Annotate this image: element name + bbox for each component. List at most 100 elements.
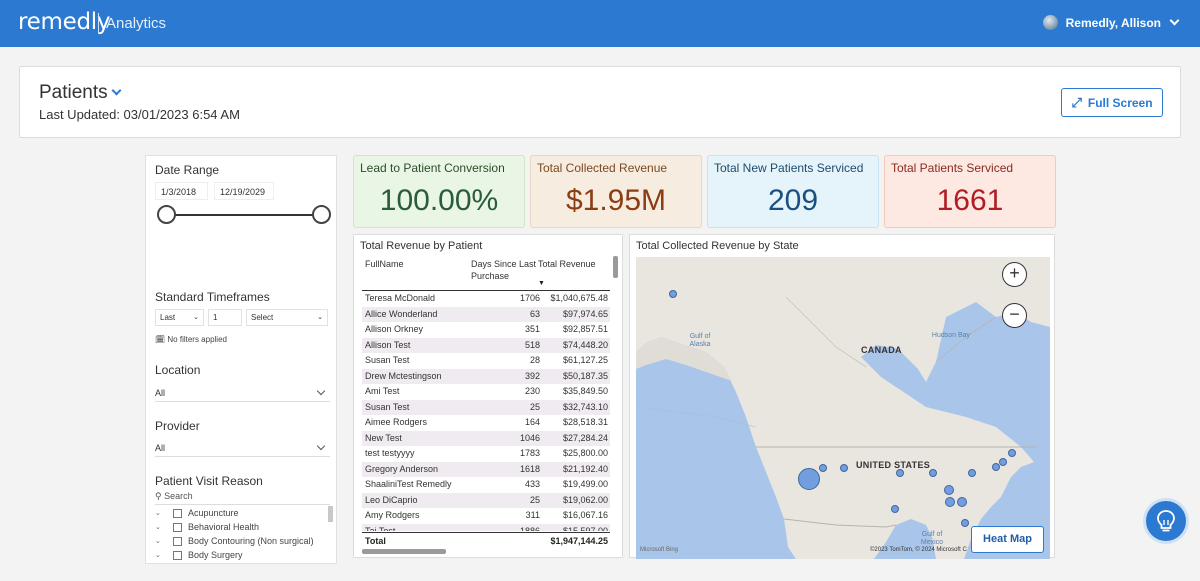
table-row[interactable]: Ami Test 230 $35,849.50 xyxy=(362,384,610,400)
map-title: Total Collected Revenue by State xyxy=(636,240,799,252)
cell-days: 25 xyxy=(529,494,540,505)
table-row[interactable]: Drew Mctestingson 392 $50,187.35 xyxy=(362,368,610,384)
total-value: $1,947,144.25 xyxy=(550,536,608,546)
timeframes-label: Standard Timeframes xyxy=(155,290,270,304)
logo-separator xyxy=(98,13,99,34)
table-row[interactable]: New Test 1046 $27,284.24 xyxy=(362,430,610,446)
cell-revenue: $61,127.25 xyxy=(562,355,608,365)
map-bubble[interactable] xyxy=(992,463,1000,471)
expand-chevron-icon[interactable]: ⌄ xyxy=(155,524,161,531)
list-item[interactable]: ⌄ Acupuncture xyxy=(155,506,335,520)
checkbox[interactable] xyxy=(173,536,182,546)
cell-revenue: $97,974.65 xyxy=(562,308,608,319)
checkbox[interactable] xyxy=(173,522,182,532)
list-item-label: Body Contouring (Non surgical) xyxy=(188,536,314,546)
zoom-out-button[interactable]: − xyxy=(1002,303,1027,328)
cell-name: New Test xyxy=(365,432,402,443)
cell-name: Aimee Rodgers xyxy=(365,417,428,427)
table-row[interactable]: Susan Test 28 $61,127.25 xyxy=(362,353,610,369)
heat-map-button[interactable]: Heat Map xyxy=(971,526,1044,553)
zoom-in-button[interactable]: + xyxy=(1002,262,1027,287)
map-bubble[interactable] xyxy=(669,290,677,298)
map-bubble[interactable] xyxy=(929,469,937,477)
checkbox[interactable] xyxy=(173,508,182,518)
map-bubble[interactable] xyxy=(961,519,969,527)
location-dropdown[interactable]: All xyxy=(155,384,330,402)
date-range-slider[interactable] xyxy=(166,214,322,216)
column-header-days[interactable]: Days Since Last Purchase xyxy=(471,259,537,281)
date-end-input[interactable]: 12/19/2029 xyxy=(214,182,274,200)
expand-chevron-icon[interactable]: ⌄ xyxy=(155,552,161,559)
cell-days: 1618 xyxy=(519,463,540,474)
no-filters-note: 🗓︎ No filters applied xyxy=(155,335,227,344)
slider-end-handle[interactable] xyxy=(312,205,331,224)
slider-start-handle[interactable] xyxy=(157,205,176,224)
chevron-down-icon[interactable] xyxy=(1169,15,1180,26)
map-bubble[interactable] xyxy=(840,464,848,472)
table-row[interactable]: Allison Orkney 351 $92,857.51 xyxy=(362,322,610,338)
vertical-scrollbar[interactable] xyxy=(613,256,618,278)
table-row[interactable]: Aimee Rodgers 164 $28,518.31 xyxy=(362,415,610,431)
table-row[interactable]: ShaaliniTest Remedly 433 $19,499.00 xyxy=(362,477,610,493)
page-title[interactable]: Patients xyxy=(39,82,108,103)
table-row[interactable]: Allison Test 518 $74,448.20 xyxy=(362,337,610,353)
cell-name: ShaaliniTest Remedly xyxy=(365,479,452,489)
list-scrollbar[interactable] xyxy=(328,506,333,522)
cell-revenue: $21,192.40 xyxy=(562,463,608,474)
map-bubble[interactable] xyxy=(891,505,899,513)
map-bubble[interactable] xyxy=(968,469,976,477)
sort-descending-icon[interactable]: ▼ xyxy=(538,280,545,287)
cell-name: Allison Test xyxy=(365,339,411,350)
cell-days: 25 xyxy=(529,401,540,412)
chevron-down-icon[interactable] xyxy=(111,85,122,96)
map-bubble[interactable] xyxy=(944,485,954,495)
table-row[interactable]: Leo DiCaprio 25 $19,062.00 xyxy=(362,492,610,508)
list-item[interactable]: ⌄ Body Contouring (Non surgical) xyxy=(155,534,335,548)
unit-select[interactable]: Select ⌄ xyxy=(246,309,328,326)
list-item[interactable]: ⌄ Body Surgery xyxy=(155,548,335,562)
list-item[interactable]: ⌄ Behavioral Health xyxy=(155,520,335,534)
full-screen-button[interactable]: ⤢ Full Screen xyxy=(1061,88,1163,117)
map-bubble[interactable] xyxy=(896,469,904,477)
cell-revenue: $16,067.16 xyxy=(562,510,608,520)
table-row[interactable]: test testyyyy 1783 $25,800.00 xyxy=(362,446,610,462)
user-menu[interactable]: Remedly, Allison xyxy=(1042,15,1180,30)
cell-revenue: $25,800.00 xyxy=(562,448,608,458)
column-header-revenue[interactable]: Total Revenue xyxy=(538,259,596,269)
date-start-input[interactable]: 1/3/2018 xyxy=(155,182,208,200)
help-button[interactable] xyxy=(1143,498,1189,544)
map-bubble[interactable] xyxy=(819,464,827,472)
map-bubble[interactable] xyxy=(798,468,820,490)
expand-icon: ⤢ xyxy=(1071,94,1082,110)
cell-days: 433 xyxy=(524,479,540,489)
expand-chevron-icon[interactable]: ⌄ xyxy=(155,538,161,545)
map-bubble[interactable] xyxy=(957,497,967,507)
period-select[interactable]: Last ⌄ xyxy=(155,309,204,326)
table-row[interactable]: Teresa McDonald 1706 $1,040,675.48 xyxy=(362,291,610,307)
map-bubble[interactable] xyxy=(945,497,955,507)
table-row[interactable]: Gregory Anderson 1618 $21,192.40 xyxy=(362,461,610,477)
filter-panel: Date Range 1/3/2018 12/19/2029 Standard … xyxy=(145,155,337,564)
kpi-card-revenue: Total Collected Revenue $1.95M xyxy=(530,155,702,228)
checkbox[interactable] xyxy=(173,550,182,560)
kpi-value: $1.95M xyxy=(565,184,667,217)
table-row[interactable]: Amy Rodgers 311 $16,067.16 xyxy=(362,508,610,524)
cell-revenue: $92,857.51 xyxy=(562,324,608,334)
provider-value: All xyxy=(155,443,166,453)
table-row[interactable]: Susan Test 25 $32,743.10 xyxy=(362,399,610,415)
table-row[interactable]: Allice Wonderland 63 $97,974.65 xyxy=(362,306,610,322)
kpi-card-new-patients: Total New Patients Serviced 209 xyxy=(707,155,879,228)
expand-chevron-icon[interactable]: ⌄ xyxy=(155,510,161,517)
avatar xyxy=(1042,15,1058,30)
app-section: Analytics xyxy=(106,15,167,32)
table-row[interactable]: Tai Test 1886 $15,597.00 xyxy=(362,523,610,531)
provider-dropdown[interactable]: All xyxy=(155,439,330,457)
column-header-name[interactable]: FullName xyxy=(365,259,404,269)
horizontal-scrollbar[interactable] xyxy=(362,549,446,554)
visit-reason-search[interactable]: ⚲ Search xyxy=(155,491,330,505)
map-bubble[interactable] xyxy=(1008,449,1016,457)
map-bubble[interactable] xyxy=(999,458,1007,466)
count-input[interactable]: 1 xyxy=(208,309,242,326)
app-logo[interactable]: remedly xyxy=(18,9,111,35)
revenue-map[interactable]: CANADA UNITED STATES Hudson Bay Gulf of … xyxy=(636,257,1050,559)
